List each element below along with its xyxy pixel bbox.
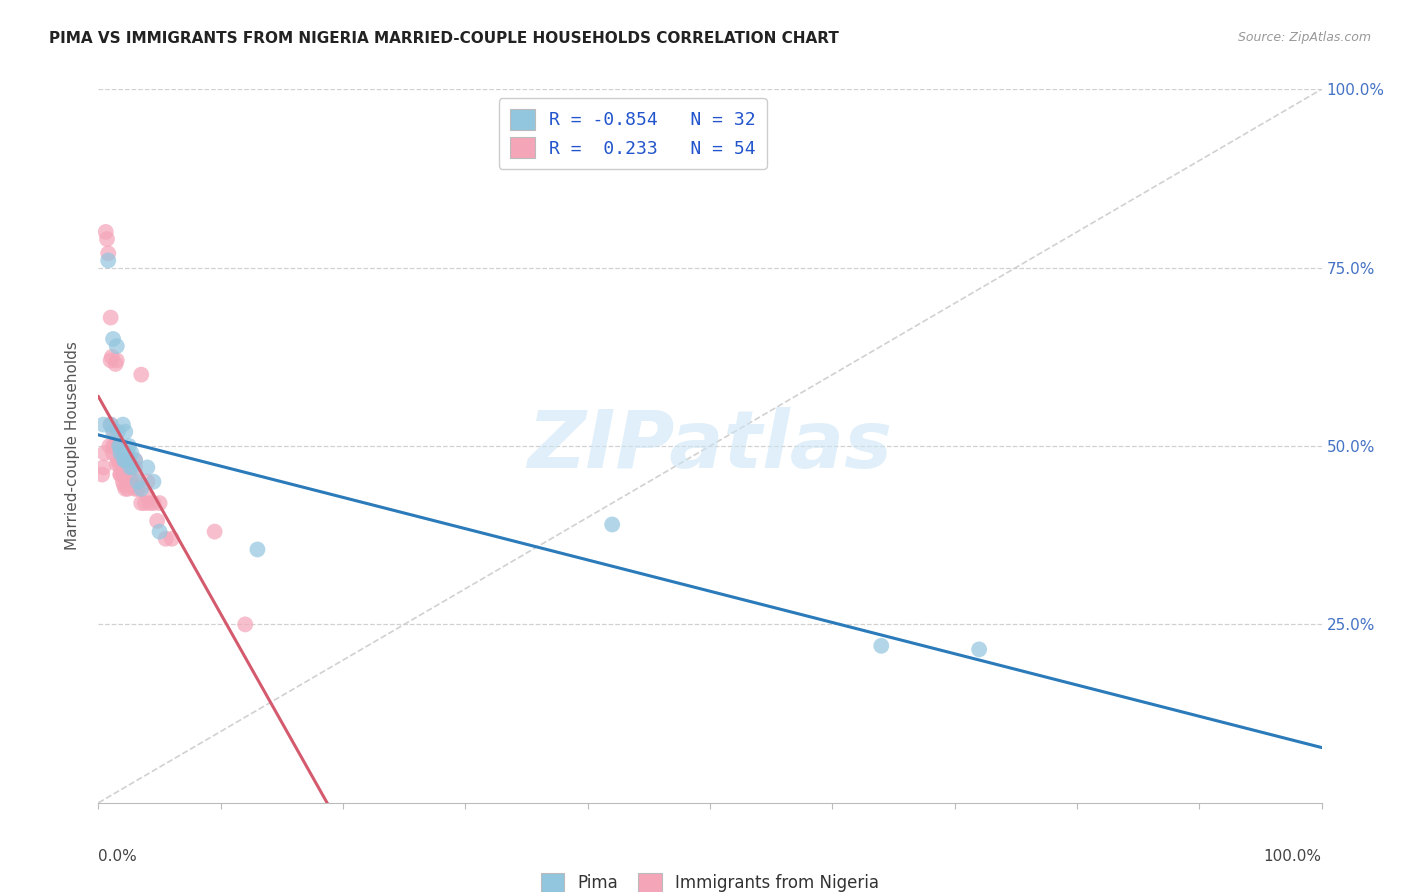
Point — [91, 460, 114, 475]
Point — [111, 453, 134, 467]
Point — [129, 482, 152, 496]
Point — [204, 524, 226, 539]
Point — [120, 446, 142, 460]
Point — [101, 439, 124, 453]
Point — [120, 475, 142, 489]
Point — [128, 475, 150, 489]
Point — [103, 425, 125, 439]
Point — [110, 439, 132, 453]
Point — [107, 425, 129, 439]
Point — [97, 246, 120, 260]
Point — [142, 496, 165, 510]
Point — [94, 225, 117, 239]
Point — [117, 446, 139, 460]
Point — [105, 353, 128, 368]
Point — [98, 439, 121, 453]
Point — [115, 446, 138, 460]
Point — [110, 467, 132, 482]
Text: PIMA VS IMMIGRANTS FROM NIGERIA MARRIED-COUPLE HOUSEHOLDS CORRELATION CHART: PIMA VS IMMIGRANTS FROM NIGERIA MARRIED-… — [49, 31, 839, 46]
Point — [124, 460, 146, 475]
Point — [105, 339, 128, 353]
Point — [129, 496, 152, 510]
Point — [136, 460, 159, 475]
Point — [100, 417, 122, 432]
Point — [134, 496, 156, 510]
Point — [112, 453, 135, 467]
Point — [101, 425, 124, 439]
Point — [96, 232, 118, 246]
Point — [114, 482, 136, 496]
Point — [121, 478, 143, 492]
Point — [104, 357, 127, 371]
Point — [101, 332, 124, 346]
Point — [246, 542, 269, 557]
Text: Source: ZipAtlas.com: Source: ZipAtlas.com — [1237, 31, 1371, 45]
Point — [100, 417, 122, 432]
Point — [117, 482, 139, 496]
Point — [124, 453, 146, 467]
Point — [97, 253, 120, 268]
Point — [146, 514, 169, 528]
Point — [142, 475, 165, 489]
Point — [101, 446, 124, 460]
Text: 100.0%: 100.0% — [1264, 849, 1322, 864]
Point — [115, 457, 138, 471]
Point — [967, 642, 990, 657]
Y-axis label: Married-couple Households: Married-couple Households — [65, 342, 80, 550]
Point — [105, 439, 128, 453]
Point — [108, 457, 131, 471]
Point — [118, 464, 141, 478]
Point — [112, 478, 135, 492]
Point — [233, 617, 256, 632]
Text: 0.0%: 0.0% — [98, 849, 138, 864]
Point — [114, 425, 136, 439]
Point — [149, 496, 172, 510]
Point — [121, 460, 143, 475]
Point — [600, 517, 623, 532]
Point — [100, 353, 122, 368]
Point — [155, 532, 177, 546]
Point — [124, 453, 146, 467]
Point — [111, 446, 134, 460]
Point — [139, 496, 162, 510]
Point — [93, 446, 115, 460]
Point — [110, 446, 132, 460]
Point — [111, 475, 134, 489]
Point — [111, 467, 134, 482]
Point — [136, 489, 159, 503]
Point — [105, 457, 128, 471]
Point — [149, 524, 172, 539]
Text: ZIPatlas: ZIPatlas — [527, 407, 893, 485]
Point — [120, 460, 142, 475]
Point — [110, 467, 132, 482]
Point — [111, 417, 134, 432]
Point — [111, 467, 134, 482]
Point — [127, 475, 149, 489]
Point — [136, 475, 159, 489]
Point — [118, 439, 141, 453]
Point — [91, 417, 114, 432]
Point — [101, 350, 124, 364]
Point — [870, 639, 893, 653]
Point — [118, 453, 141, 467]
Point — [104, 439, 127, 453]
Point — [108, 439, 131, 453]
Point — [124, 482, 146, 496]
Point — [114, 453, 136, 467]
Point — [91, 467, 114, 482]
Point — [100, 310, 122, 325]
Point — [107, 453, 129, 467]
Point — [129, 368, 152, 382]
Point — [114, 453, 136, 467]
Point — [160, 532, 183, 546]
Point — [118, 453, 141, 467]
Point — [127, 482, 149, 496]
Legend: Pima, Immigrants from Nigeria: Pima, Immigrants from Nigeria — [533, 864, 887, 892]
